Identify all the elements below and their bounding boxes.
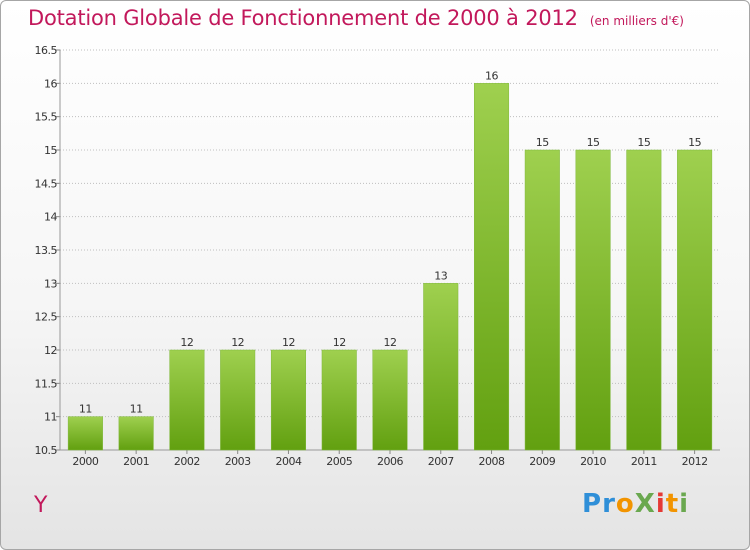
x-tick-label-2010: 2010 bbox=[580, 455, 606, 468]
x-tick-label-2007: 2007 bbox=[428, 455, 454, 468]
chart-title: Dotation Globale de Fonctionnement de 20… bbox=[28, 6, 578, 30]
bar-2011 bbox=[626, 149, 662, 451]
x-tick-label-2005: 2005 bbox=[326, 455, 352, 468]
proxiti-logo[interactable]: ProXiti bbox=[582, 489, 690, 519]
x-tick-label-2004: 2004 bbox=[275, 455, 301, 468]
bar-2008 bbox=[474, 83, 510, 451]
y-tick-label: 13 bbox=[44, 277, 57, 290]
y-tick-label: 16.5 bbox=[35, 44, 58, 57]
bar-2002 bbox=[169, 349, 205, 451]
data-label-2012: 15 bbox=[688, 136, 701, 149]
data-label-2011: 15 bbox=[637, 136, 650, 149]
data-label-2000: 11 bbox=[79, 403, 92, 416]
y-tick-label: 15.5 bbox=[35, 111, 58, 124]
bars bbox=[67, 83, 713, 451]
x-tick-label-2003: 2003 bbox=[225, 455, 251, 468]
y-tick-label: 14 bbox=[44, 211, 57, 224]
y-tick-label: 11.5 bbox=[35, 377, 58, 390]
data-label-2004: 12 bbox=[282, 336, 295, 349]
data-label-2003: 12 bbox=[231, 336, 244, 349]
data-label-2007: 13 bbox=[434, 269, 447, 282]
bar-2000 bbox=[67, 416, 103, 451]
y-tick-label: 12.5 bbox=[35, 311, 58, 324]
y-tick-label: 10.5 bbox=[35, 444, 58, 457]
bar-2004 bbox=[270, 349, 306, 451]
x-tick-label-2000: 2000 bbox=[72, 455, 98, 468]
y-tick-label: 16 bbox=[44, 77, 57, 90]
bar-2010 bbox=[575, 149, 611, 451]
bar-2012 bbox=[677, 149, 713, 451]
x-tick-label-2012: 2012 bbox=[682, 455, 708, 468]
data-label-2005: 12 bbox=[333, 336, 346, 349]
chart-unit: (en milliers d'€) bbox=[589, 14, 684, 28]
chart-title-group: Dotation Globale de Fonctionnement de 20… bbox=[28, 6, 684, 30]
bar-2003 bbox=[220, 349, 256, 451]
bar-2009 bbox=[524, 149, 560, 451]
y-tick-label: 11 bbox=[44, 411, 57, 424]
y-tick-labels: 10.5 11 11.5 12 12.5 13 13.5 14 14.5 15 15.5 16 16.5 bbox=[35, 44, 58, 457]
x-tick-label-2002: 2002 bbox=[174, 455, 200, 468]
data-label-2009: 15 bbox=[536, 136, 549, 149]
bar-2006 bbox=[372, 349, 408, 451]
y-tick-label: 15 bbox=[44, 144, 57, 157]
data-label-2001: 11 bbox=[130, 403, 143, 416]
data-label-2010: 15 bbox=[587, 136, 600, 149]
x-tick-label-2001: 2001 bbox=[123, 455, 149, 468]
bar-2005 bbox=[321, 349, 357, 451]
data-labels: 11 11 12 12 12 12 12 13 16 15 15 15 15 bbox=[79, 69, 702, 415]
x-tick-label-2006: 2006 bbox=[377, 455, 403, 468]
bar-2007 bbox=[423, 283, 459, 451]
data-label-2008: 16 bbox=[485, 69, 498, 82]
x-tick-labels: 2000 2001 2002 2003 2004 2005 2006 2007 2008 2009… bbox=[72, 455, 708, 468]
x-tick-label-2011: 2011 bbox=[631, 455, 657, 468]
data-label-2006: 12 bbox=[384, 336, 397, 349]
bar-2001 bbox=[118, 416, 154, 451]
x-tick-label-2008: 2008 bbox=[479, 455, 505, 468]
data-label-2002: 12 bbox=[180, 336, 193, 349]
y-tick-label: 12 bbox=[44, 344, 57, 357]
commune-name: Y bbox=[34, 493, 48, 518]
y-tick-label: 14.5 bbox=[35, 177, 58, 190]
y-tick-label: 13.5 bbox=[35, 244, 58, 257]
x-tick-label-2009: 2009 bbox=[529, 455, 555, 468]
